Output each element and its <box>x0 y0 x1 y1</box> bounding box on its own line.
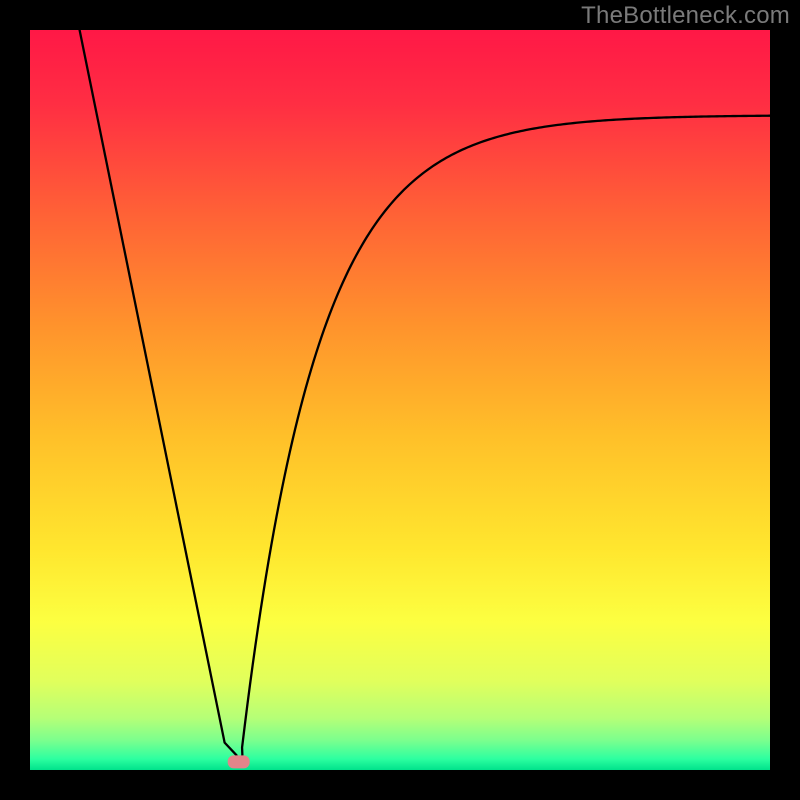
chart-svg <box>0 0 800 800</box>
optimal-marker <box>228 755 250 768</box>
plot-background <box>30 30 770 770</box>
watermark-text: TheBottleneck.com <box>581 2 790 30</box>
bottleneck-chart: TheBottleneck.com <box>0 0 800 800</box>
